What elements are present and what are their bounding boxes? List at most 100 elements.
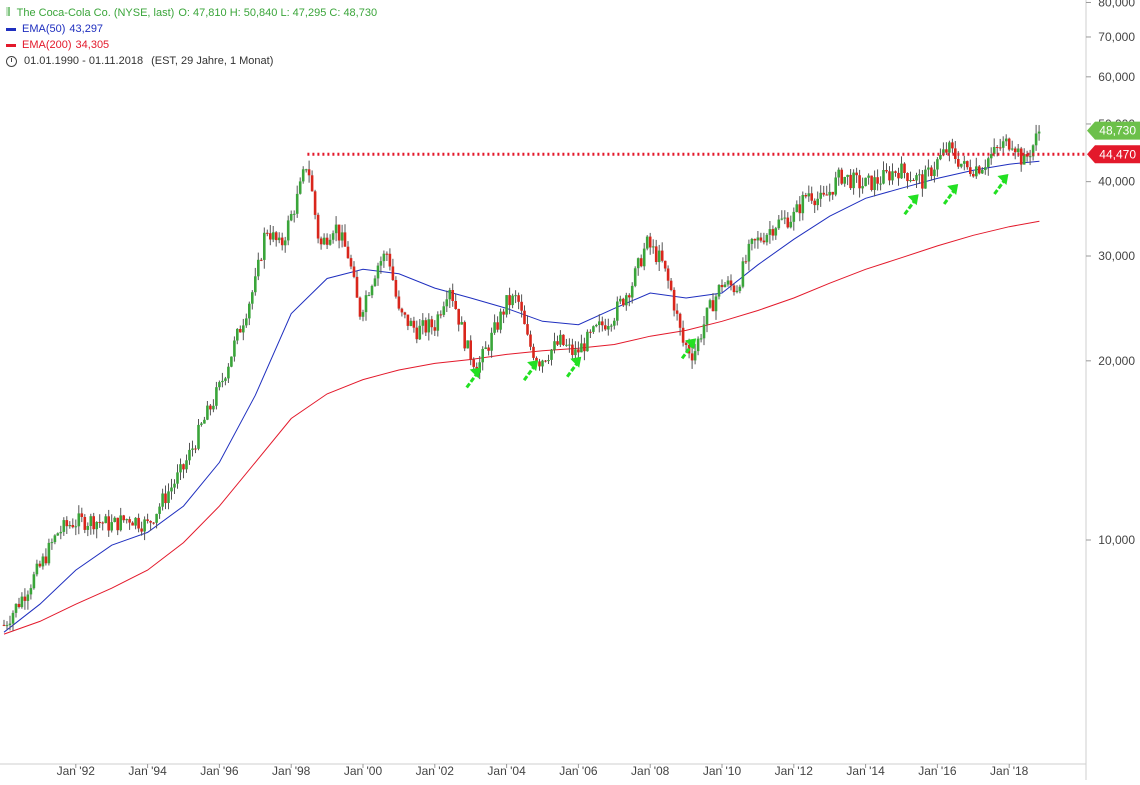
candle-up [741, 261, 745, 287]
candle-down [209, 405, 212, 410]
x-tick-label: Jan '10 [703, 764, 742, 778]
candle-up [780, 218, 784, 220]
candle-down [355, 276, 359, 298]
x-tick-label: Jan '02 [416, 764, 455, 778]
candle-down [744, 261, 748, 263]
candle-up [989, 154, 993, 159]
candle-down [433, 327, 437, 331]
candle-up [1022, 154, 1026, 165]
candle-down [337, 224, 341, 241]
candle-up [864, 177, 867, 187]
candle-up [633, 268, 637, 286]
candle-up [541, 360, 544, 367]
x-tick-label: Jan '04 [487, 764, 526, 778]
candle-up [53, 535, 57, 543]
candle-up [630, 285, 634, 298]
candle-down [897, 172, 900, 179]
candle-up [963, 161, 966, 164]
candle-down [502, 311, 505, 315]
support-arrows [465, 173, 1009, 389]
candle-down [888, 171, 891, 181]
candle-up [625, 295, 628, 306]
candle-up [550, 349, 553, 360]
candle-down [415, 327, 419, 340]
candle-down [80, 513, 84, 517]
candle-down [1013, 148, 1017, 153]
candle-up [176, 472, 179, 484]
candle-up [765, 234, 769, 243]
candle-up [499, 311, 502, 330]
date-range-note: (EST, 29 Jahre, 1 Monat) [151, 55, 274, 67]
candle-down [274, 232, 278, 241]
ema200-value: 34,305 [75, 39, 110, 51]
candle-up [442, 306, 446, 315]
candle-down [604, 325, 607, 330]
candle-up [448, 290, 452, 300]
candle-up [891, 171, 894, 181]
candle-up [942, 149, 945, 155]
candle-down [589, 331, 592, 333]
chart-title: The Coca-Cola Co. (NYSE, last) [16, 7, 175, 19]
candle-down [358, 297, 362, 317]
candle-up [32, 574, 36, 589]
candle-up [607, 326, 610, 330]
candle-up [909, 180, 912, 182]
candle-down [675, 310, 679, 314]
candle-down [1007, 138, 1011, 150]
candle-up [726, 280, 730, 285]
candle-down [535, 357, 538, 362]
candle-down [116, 517, 119, 531]
candle-up [553, 341, 556, 350]
candle-down [307, 169, 311, 176]
candle-down [508, 295, 511, 306]
candle-up [708, 300, 712, 308]
candle-down [951, 142, 954, 149]
candle-up [179, 464, 182, 473]
resistance-badge-shape [1087, 145, 1140, 164]
candle-down [921, 174, 924, 189]
candle-up [74, 526, 78, 528]
candle-up [35, 563, 39, 575]
candle-down [654, 246, 658, 262]
candle-up [143, 519, 146, 532]
candle-down [930, 167, 933, 176]
ema-lines [3, 160, 1040, 635]
resistance-badge-label: 44,470 [1099, 147, 1136, 161]
candle-up [948, 142, 951, 153]
candle-up [837, 169, 840, 178]
candle-up [1031, 145, 1035, 157]
candle-up [918, 174, 921, 176]
candle-up [155, 513, 158, 523]
candle-up [331, 233, 335, 240]
candle-up [924, 169, 927, 189]
candle-up [251, 292, 254, 304]
last-price-badge-label: 48,730 [1099, 124, 1136, 138]
candle-down [678, 313, 682, 328]
candle-up [559, 334, 562, 345]
ema50-value: 43,297 [69, 23, 104, 35]
candle-up [445, 299, 449, 307]
y-axis: 10,00020,00030,00040,00050,00060,00070,0… [1085, 0, 1135, 780]
candle-up [427, 319, 431, 333]
candle-up [328, 239, 332, 245]
legend-range-row: 01.01.1990 - 01.11.2018 (EST, 29 Jahre, … [6, 53, 377, 69]
candle-up [714, 296, 718, 312]
candle-down [529, 334, 532, 347]
candle-up [879, 183, 882, 185]
candle-down [391, 266, 395, 280]
candle-up [376, 265, 380, 279]
x-tick-label: Jan '94 [128, 764, 167, 778]
candle-up [867, 175, 870, 178]
candle-up [245, 318, 248, 326]
candle-down [798, 204, 802, 214]
candle-up [738, 286, 742, 291]
candle-up [852, 172, 855, 189]
candle-down [131, 522, 134, 526]
x-axis: Jan '92 Jan '94 Jan '96 Jan '98 Jan '00 Jan '… [0, 763, 1086, 778]
candle-up [936, 159, 939, 170]
candle-down [771, 229, 775, 236]
candle-up [295, 193, 299, 214]
candle-up [373, 278, 377, 286]
candle-up [795, 204, 799, 212]
candle-up [236, 329, 239, 341]
